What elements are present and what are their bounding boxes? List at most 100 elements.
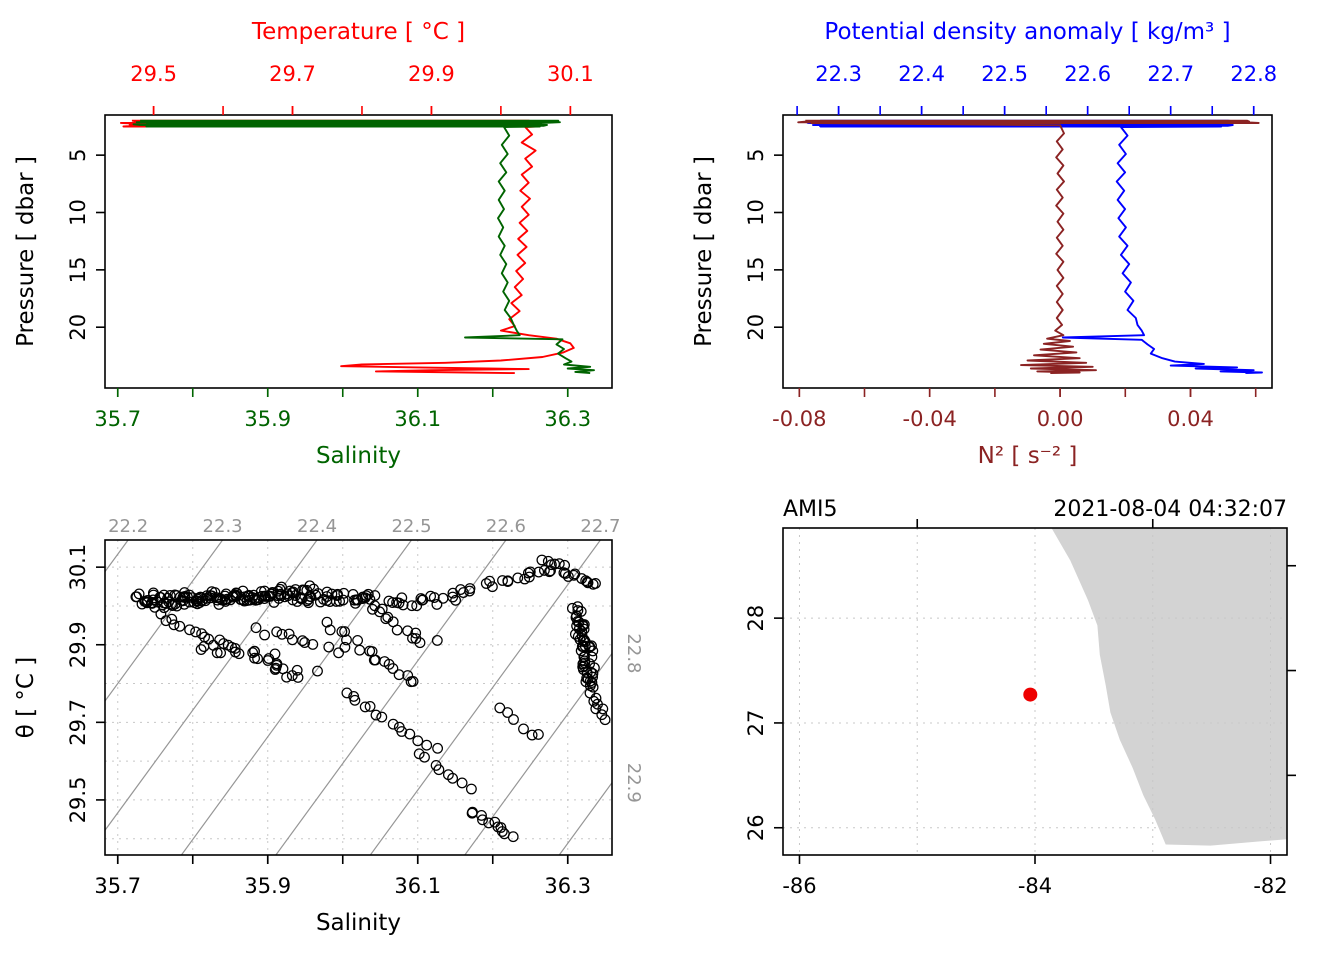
scatter-point [336, 626, 348, 638]
scatter-point [406, 600, 418, 612]
scatter-point [304, 580, 316, 592]
scatter-point [431, 598, 443, 610]
scatter-point [402, 625, 414, 637]
grid [105, 540, 612, 855]
scatter-point [211, 647, 223, 659]
scatter-point [391, 624, 403, 636]
y-tick-label: 15 [744, 256, 768, 283]
scatter-point [464, 583, 476, 594]
scatter-point [297, 635, 308, 647]
y-tick-label: 30.1 [66, 544, 90, 591]
scatter-point [431, 634, 443, 646]
scatter-point [585, 666, 597, 678]
scatter-point [416, 594, 428, 606]
isopycnal-line [105, 540, 318, 831]
scatter-point [277, 663, 289, 675]
x-tick-label: 36.1 [394, 407, 441, 431]
y-tick-label: 5 [66, 148, 90, 161]
y-tick-label: 20 [744, 314, 768, 341]
isopycnal-label: 22.5 [391, 516, 431, 537]
ts-scatter-points [130, 554, 611, 843]
x-axis-title: Potential density anomaly [ kg/m³ ] [824, 19, 1230, 45]
plot-box [104, 114, 613, 389]
y-axis-title: Pressure [ dbar ] [691, 156, 717, 347]
scatter-point [519, 573, 531, 585]
scatter-point [502, 707, 514, 718]
scatter-point [184, 624, 196, 636]
isopycnal-label: 22.7 [580, 516, 620, 537]
scatter-point [286, 587, 298, 599]
isopycnal-line [275, 540, 507, 855]
scatter-point [577, 658, 589, 670]
scatter-point [312, 665, 323, 677]
x-tick-label: -0.08 [772, 407, 826, 431]
scatter-point [299, 637, 311, 649]
plot-box [104, 539, 613, 856]
scatter-point [250, 622, 262, 634]
scatter-point [437, 592, 449, 604]
scatter-point [231, 590, 242, 602]
isopycnal-label: 22.9 [623, 763, 644, 803]
y-tick-label: 27 [744, 710, 768, 737]
scatter-point [214, 634, 226, 646]
x-tick-label: 36.3 [544, 874, 591, 898]
scatter-point [326, 588, 338, 600]
y-tick-label: 5 [744, 148, 768, 161]
isopycnal-label: 22.6 [486, 516, 526, 537]
x-axis-title: Salinity [316, 910, 401, 936]
scatter-point [421, 739, 433, 751]
scatter-point [219, 590, 231, 602]
map-timestamp-title: 2021-08-04 04:32:07 [1053, 497, 1287, 522]
scatter-point [308, 583, 320, 595]
scatter-point [553, 558, 565, 570]
scatter-point [432, 742, 444, 754]
scatter-point [575, 645, 587, 657]
scatter-point [255, 586, 267, 597]
x-tick-label: 0.00 [1037, 407, 1084, 431]
scatter-point [582, 673, 594, 685]
scatter-point [580, 676, 592, 688]
scatter-point [582, 577, 594, 589]
scatter-point [354, 644, 366, 656]
scatter-point [402, 670, 414, 681]
scatter-point [587, 645, 599, 657]
scatter-point [307, 638, 319, 650]
scatter-point [359, 701, 371, 713]
scatter-point [456, 777, 468, 789]
scatter-point [477, 814, 488, 826]
scatter-point [362, 588, 374, 600]
scatter-point [291, 664, 303, 676]
x-tick-label: 35.9 [244, 874, 291, 898]
scatter-point [502, 575, 514, 587]
y-tick-label: 29.7 [66, 699, 90, 746]
scatter-point [286, 634, 298, 646]
scatter-point [433, 764, 445, 776]
scatter-point [447, 772, 459, 784]
scatter-point [290, 590, 301, 602]
x-tick-label: 0.04 [1167, 407, 1214, 431]
scatter-point [380, 613, 392, 625]
y-tick-label: 29.5 [66, 777, 90, 824]
plot-box [782, 114, 1273, 389]
scatter-point [559, 559, 571, 571]
scatter-point [259, 629, 271, 641]
station-marker [1023, 687, 1038, 702]
map-land [1051, 528, 1287, 846]
scatter-point [428, 592, 440, 604]
x-axis-title: N² [ s⁻² ] [978, 443, 1078, 469]
scatter-point [190, 626, 202, 638]
scatter-point [404, 728, 416, 740]
x-tick-label: -84 [1018, 874, 1052, 898]
y-tick-label: 20 [66, 314, 90, 341]
scatter-point [465, 783, 477, 795]
grid [783, 528, 1287, 855]
scatter-point [414, 637, 426, 649]
scatter-point [590, 703, 602, 715]
scatter-point [321, 586, 333, 598]
scatter-point [526, 729, 538, 741]
potential-density-profile-line [805, 119, 1263, 375]
scatter-point [543, 566, 555, 578]
isopycnal-line [464, 653, 612, 855]
scatter-point [486, 581, 498, 593]
